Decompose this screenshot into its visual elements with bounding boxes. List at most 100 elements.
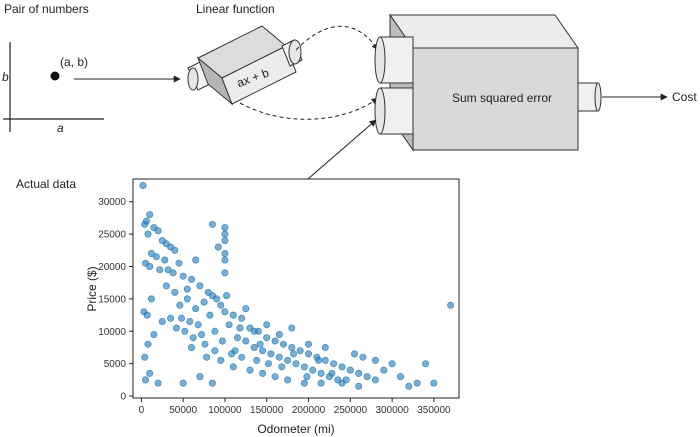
data-point (186, 317, 194, 325)
data-point (188, 275, 196, 283)
x-tick-label: 300000 (375, 405, 409, 416)
data-point (201, 340, 209, 348)
data-point (171, 246, 179, 254)
data-point (164, 266, 172, 274)
data-point (309, 366, 317, 374)
data-point (146, 369, 154, 377)
data-point (346, 366, 354, 374)
data-point (139, 182, 147, 190)
data-point (292, 360, 300, 368)
data-point (288, 324, 296, 332)
data-point (158, 317, 166, 325)
pair-title: Pair of numbers (4, 2, 89, 16)
data-point (144, 340, 152, 348)
x-tick-label: 0 (139, 405, 145, 416)
data-point (422, 360, 430, 368)
data-point (250, 327, 258, 335)
data-point (236, 324, 244, 332)
data-point (303, 373, 311, 381)
data-point (405, 382, 413, 390)
data-point (330, 360, 338, 368)
y-tick-label: 10000 (98, 327, 126, 338)
data-point (275, 353, 283, 361)
data-point (246, 366, 254, 374)
data-point (211, 327, 219, 335)
data-point (194, 321, 202, 329)
data-point (300, 363, 308, 371)
data-point (259, 369, 267, 377)
data-point (141, 353, 149, 361)
data-point (350, 350, 358, 358)
data-point (179, 379, 187, 387)
data-point (284, 376, 292, 384)
data-point (206, 311, 214, 319)
data-point (338, 363, 346, 371)
data-point (203, 353, 211, 361)
data-point (146, 262, 154, 270)
x-tick-label: 50000 (169, 405, 197, 416)
axis-b-label: b (2, 70, 9, 84)
data-point (263, 334, 271, 342)
data-point (167, 314, 175, 322)
data-point (259, 347, 267, 355)
data-point (363, 373, 371, 381)
data-point (304, 340, 312, 348)
data-point (238, 314, 246, 322)
data-point (221, 224, 229, 232)
data-point (388, 360, 396, 368)
data-point (221, 308, 229, 316)
data-point (188, 343, 196, 351)
data-point (178, 314, 186, 322)
data-point (173, 324, 181, 332)
data-point (175, 259, 183, 267)
sse-box (374, 13, 602, 152)
axis-a-label: a (57, 121, 64, 135)
data-point (413, 379, 421, 387)
cost-label: Cost (672, 90, 697, 104)
data-point (355, 382, 363, 390)
data-point (317, 379, 325, 387)
data-point (217, 356, 225, 364)
data-point (234, 334, 242, 342)
x-tick-label: 200000 (292, 405, 326, 416)
data-point (355, 369, 363, 377)
data-point (321, 356, 329, 364)
data-point (250, 343, 258, 351)
data-point (192, 256, 200, 264)
data-point (142, 376, 150, 384)
data-point (214, 243, 222, 251)
data-point (371, 376, 379, 384)
data-point (154, 227, 162, 235)
data-point (342, 376, 350, 384)
y-tick-label: 0 (120, 392, 126, 403)
x-tick-label: 250000 (334, 405, 368, 416)
data-point (143, 311, 151, 319)
data-point (304, 350, 312, 358)
data-point (253, 356, 261, 364)
data-point (181, 327, 189, 335)
data-point (267, 350, 275, 358)
y-tick-label: 20000 (98, 262, 126, 273)
data-point (279, 340, 287, 348)
x-tick-label: 150000 (250, 405, 284, 416)
data-point (300, 379, 308, 387)
sse-label: Sum squared error (452, 91, 552, 105)
data-point (179, 272, 187, 280)
data-point (371, 356, 379, 364)
data-point (144, 230, 152, 238)
data-point (359, 353, 367, 361)
data-point (271, 373, 279, 381)
data-point (264, 360, 272, 368)
data-point (211, 347, 219, 355)
data-point (289, 350, 297, 358)
data-point (169, 269, 177, 277)
data-title: Actual data (16, 177, 76, 191)
data-point (223, 292, 231, 300)
data-point (156, 266, 164, 274)
data-point (218, 337, 226, 345)
y-tick-label: 5000 (104, 359, 127, 370)
data-point (396, 373, 404, 381)
data-point (256, 340, 264, 348)
y-tick-label: 30000 (98, 197, 126, 208)
